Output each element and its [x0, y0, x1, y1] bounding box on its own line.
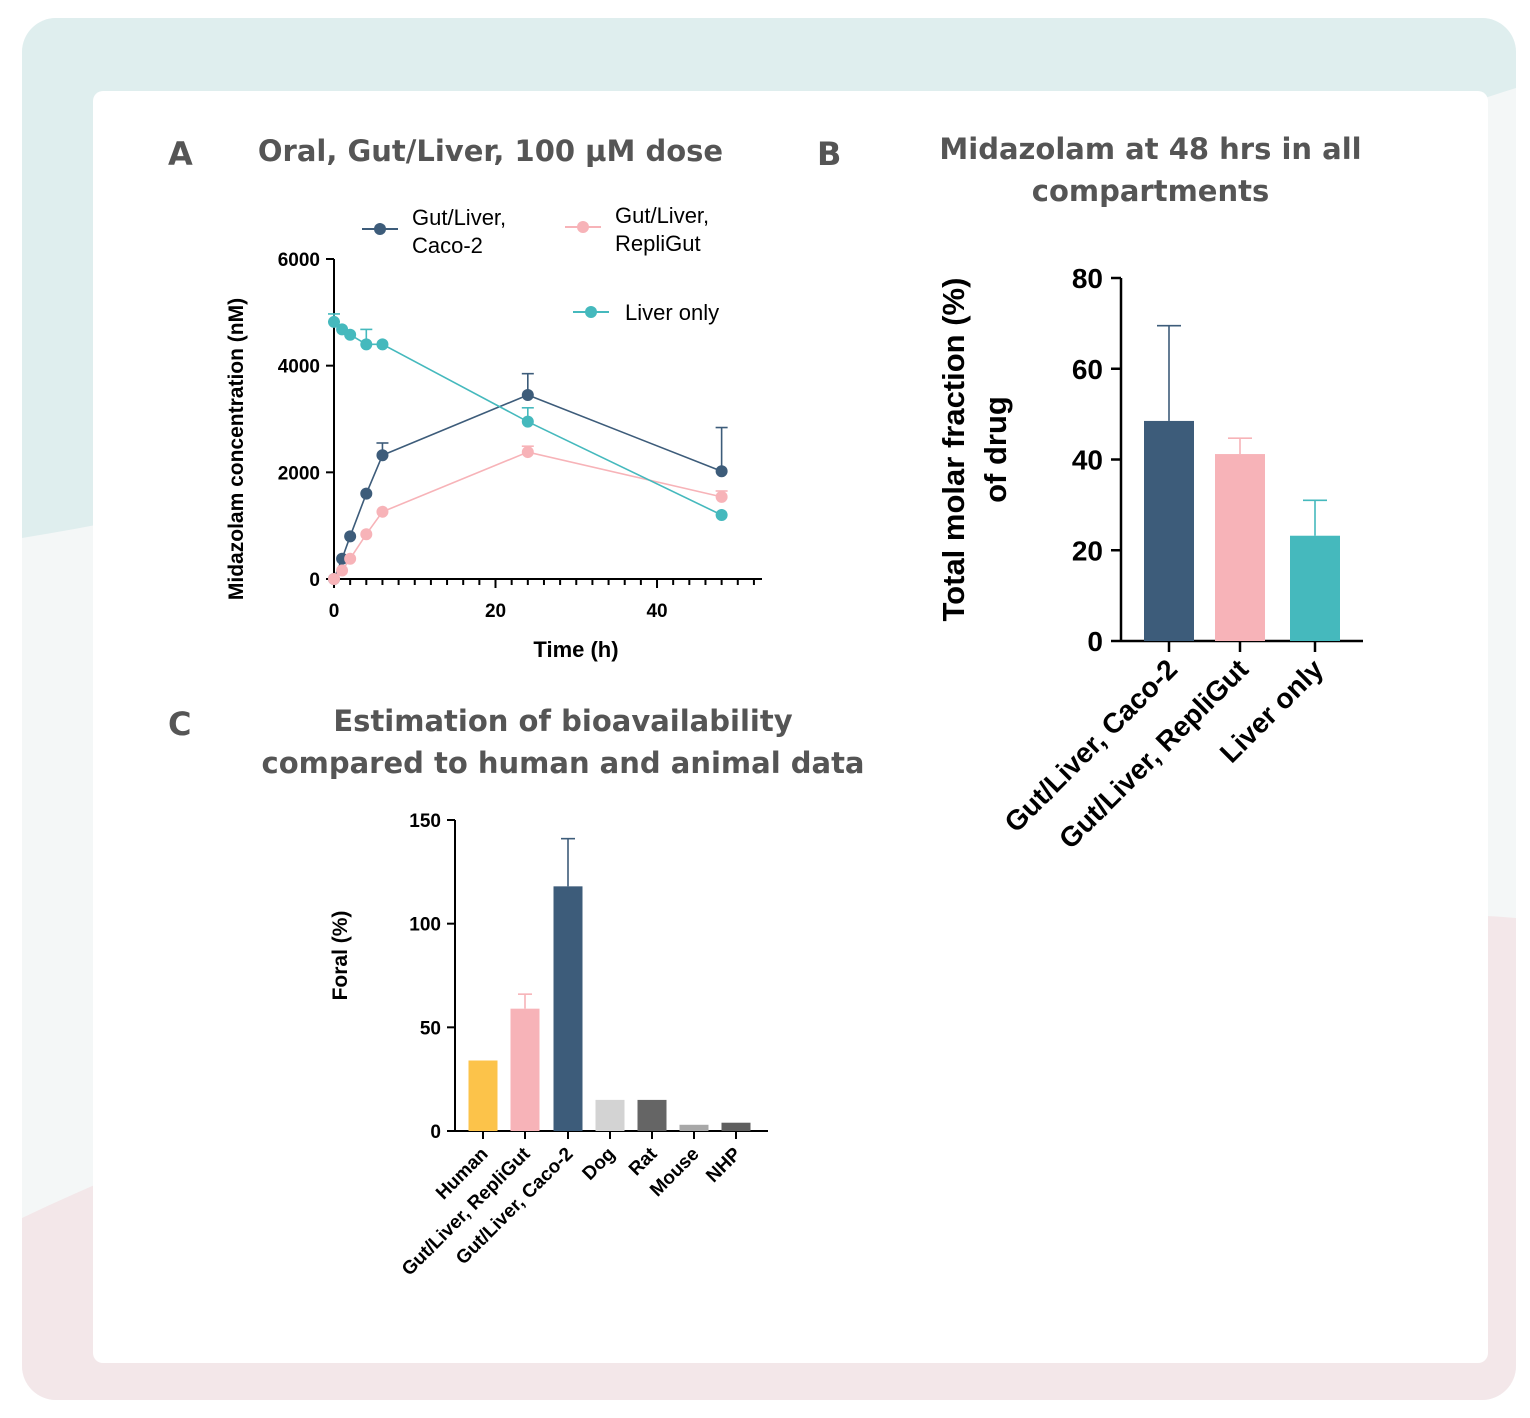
c-y-tick-label: 50	[420, 1018, 441, 1039]
c-x-tick-label: Dog	[579, 1144, 620, 1185]
chart-a-line-chart: 0 2000 4000 6000 0 20 40 Time (h) Midazolam conc…	[225, 203, 762, 662]
a-y-tick-label: 0	[309, 570, 320, 591]
figure-background: A Oral, Gut/Liver, 100 µM dose B Midazol…	[22, 18, 1516, 1400]
panel-c-title-line1: Estimation of bioavailability	[333, 704, 793, 738]
legend-caco2-label-line2: Caco-2	[412, 233, 483, 258]
c-bar	[721, 1122, 751, 1131]
panel-c-title-line2: compared to human and animal data	[261, 746, 865, 780]
figure-card: A Oral, Gut/Liver, 100 µM dose B Midazol…	[93, 91, 1488, 1363]
c-y-tick-label: 150	[409, 811, 441, 832]
a-data-point	[521, 446, 534, 459]
b-y-tick-label: 40	[1072, 445, 1103, 476]
legend-repligut-label-line2: RepliGut	[615, 231, 701, 256]
a-x-axis-title: Time (h)	[533, 637, 618, 662]
c-y-tick-label: 100	[409, 915, 441, 936]
a-data-point	[521, 415, 534, 428]
a-data-point	[360, 338, 373, 351]
b-bar	[1215, 454, 1265, 641]
a-data-point	[715, 465, 728, 478]
c-bar	[553, 886, 583, 1131]
b-y-axis-title-line2: of drug	[978, 396, 1013, 503]
a-y-axis-title: Midazolam concentration (nM)	[225, 298, 248, 600]
panel-b-letter: B	[817, 135, 842, 173]
panel-c-letter: C	[168, 705, 192, 743]
c-y-axis-title: Foral (%)	[329, 911, 352, 1001]
a-y-tick-label: 6000	[278, 250, 320, 271]
a-y-tick-label: 2000	[278, 463, 320, 484]
legend-caco2-marker	[374, 223, 386, 235]
c-x-tick-label: NHP	[702, 1143, 745, 1186]
a-data-point	[376, 449, 389, 462]
chart-b-bar-chart: 0 20 40 60 80 Total molar fraction (%) of drug…	[936, 263, 1363, 855]
c-bar	[510, 1008, 540, 1131]
b-y-tick-label: 80	[1072, 263, 1103, 294]
a-data-point	[376, 505, 389, 518]
a-data-point	[360, 528, 373, 541]
b-y-tick-label: 0	[1087, 626, 1103, 657]
a-data-point	[344, 328, 357, 341]
b-y-axis-title-line1: Total molar fraction (%)	[936, 278, 971, 622]
panel-b-title: Midazolam at 48 hrs in all compartments	[903, 128, 1398, 212]
panel-a-letter: A	[168, 135, 193, 173]
a-y-tick-label: 4000	[278, 357, 320, 378]
a-data-point	[336, 564, 349, 577]
a-x-tick-label: 20	[485, 601, 506, 622]
b-y-tick-label: 60	[1072, 354, 1103, 385]
panel-c-title: Estimation of bioavailability compared t…	[223, 700, 903, 784]
panel-b-title-line1: Midazolam at 48 hrs in all	[939, 132, 1362, 166]
panel-a-title: Oral, Gut/Liver, 100 µM dose	[257, 134, 724, 168]
c-bar	[679, 1124, 709, 1131]
panel-b-title-line2: compartments	[1031, 174, 1270, 208]
legend-liver-only-marker	[585, 306, 597, 318]
c-bar	[468, 1060, 498, 1131]
legend-repligut-label-line1: Gut/Liver,	[615, 203, 709, 228]
a-x-tick-label: 0	[329, 601, 340, 622]
a-data-point	[328, 315, 340, 328]
a-data-point	[715, 509, 728, 521]
legend-caco2-label-line1: Gut/Liver,	[412, 205, 506, 230]
c-bar	[637, 1099, 667, 1131]
a-data-point	[360, 487, 373, 500]
b-bar	[1144, 420, 1194, 641]
a-x-tick-label: 40	[646, 601, 667, 622]
a-data-point	[376, 338, 389, 351]
a-data-point	[344, 552, 357, 565]
c-bar	[595, 1099, 625, 1131]
a-data-point	[344, 530, 357, 543]
b-y-tick-label: 20	[1072, 535, 1103, 566]
legend-liver-only-label: Liver only	[625, 300, 719, 325]
a-data-point	[715, 490, 728, 503]
a-data-point	[328, 573, 340, 585]
a-data-point	[521, 389, 534, 401]
b-bar	[1290, 535, 1340, 641]
legend-repligut-marker	[577, 221, 589, 233]
c-y-tick-label: 0	[430, 1122, 441, 1143]
